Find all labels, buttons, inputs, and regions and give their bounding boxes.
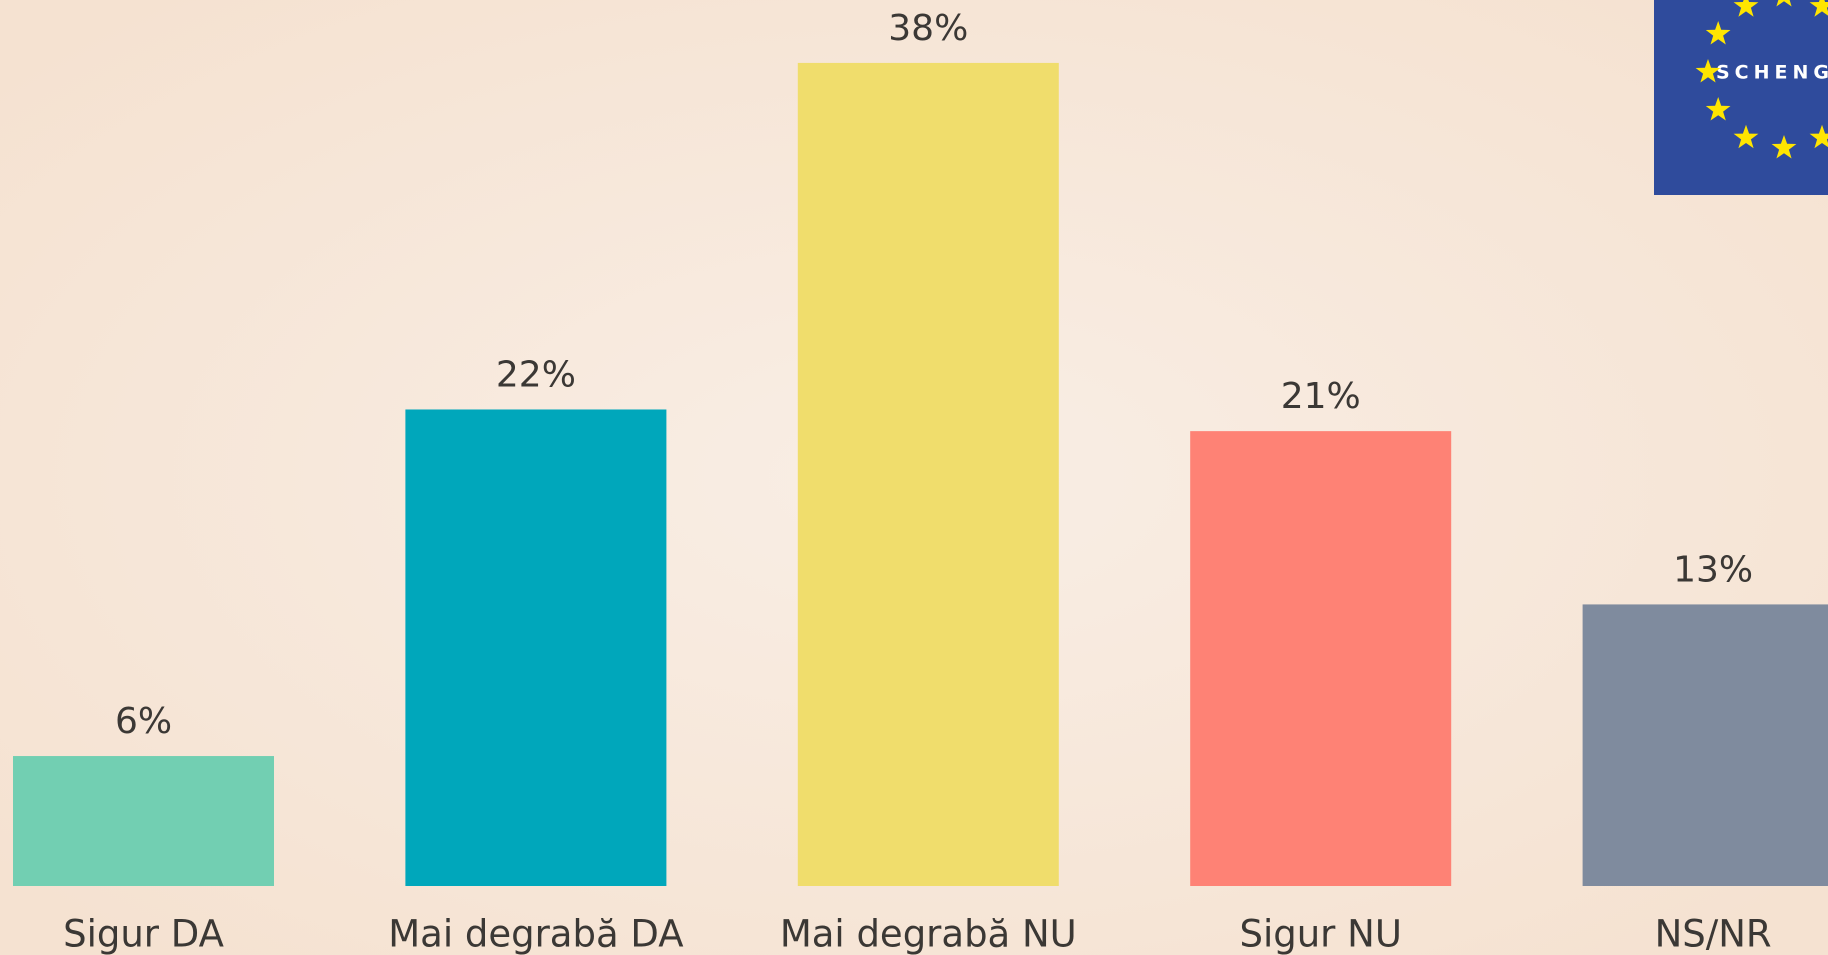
value-label: 21%	[1281, 376, 1361, 417]
bar	[797, 62, 1059, 887]
star	[1771, 135, 1797, 159]
x-tick-label: Mai degrabă DA	[388, 913, 683, 955]
star	[1733, 0, 1759, 17]
star	[1695, 59, 1721, 83]
star	[1705, 97, 1731, 121]
bar	[1190, 431, 1452, 886]
bar	[13, 756, 274, 886]
value-label: 6%	[115, 701, 172, 742]
x-tick-label: NS/NR	[1655, 913, 1772, 955]
star	[1809, 0, 1828, 17]
schengen-logo: SCHENGEN	[1654, 0, 1828, 195]
x-tick-label: Sigur DA	[63, 913, 224, 955]
x-tick-label: Mai degrabă NU	[780, 913, 1077, 955]
bar	[1582, 604, 1828, 886]
value-label: 38%	[888, 8, 968, 49]
star	[1705, 21, 1731, 45]
logo-text: SCHENGEN	[1716, 62, 1828, 84]
star	[1733, 124, 1759, 149]
value-label: 22%	[496, 354, 576, 395]
x-tick-label: Sigur NU	[1239, 913, 1401, 955]
star	[1776, 0, 1792, 7]
bar	[405, 409, 667, 886]
value-label: 13%	[1673, 549, 1753, 590]
star	[1809, 124, 1828, 149]
logo-background	[1654, 0, 1828, 195]
